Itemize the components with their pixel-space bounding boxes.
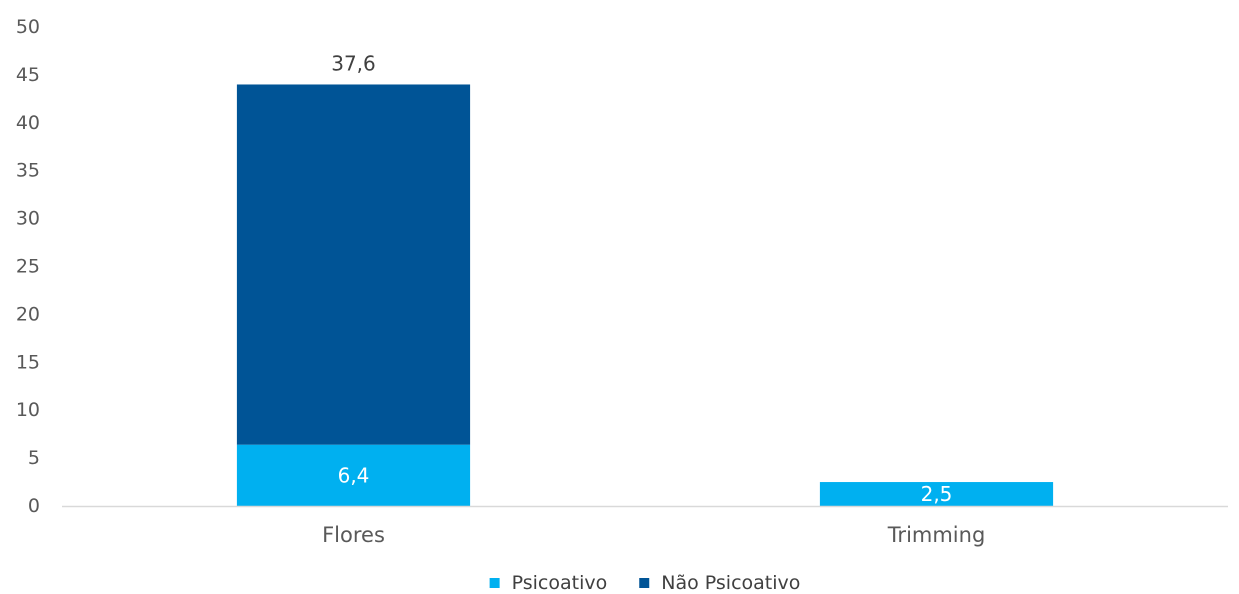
- x-category-label: Trimming: [887, 523, 986, 547]
- data-label: 6,4: [338, 463, 370, 487]
- y-tick-label: 40: [16, 112, 40, 134]
- y-tick-label: 20: [16, 303, 40, 325]
- legend-item: Não Psicoativo: [639, 572, 800, 594]
- y-tick-label: 30: [16, 208, 40, 230]
- bar-segment: [236, 84, 471, 445]
- bars: 6,4 37,6 2,5: [236, 51, 1054, 506]
- bar-segment: [236, 444, 471, 506]
- y-tick-label: 15: [16, 351, 40, 373]
- y-tick-label: 0: [28, 495, 40, 517]
- data-label: 2,5: [921, 482, 953, 506]
- y-tick-label: 5: [28, 447, 40, 469]
- y-tick-label: 45: [16, 64, 40, 86]
- y-tick-label: 10: [16, 399, 40, 421]
- legend-item: Psicoativo: [489, 572, 608, 594]
- data-label: 37,6: [331, 51, 376, 75]
- legend-swatch: [639, 578, 650, 588]
- legend-label: Psicoativo: [512, 572, 608, 594]
- legend: Psicoativo Não Psicoativo: [489, 572, 800, 594]
- bar-segment: [819, 482, 1054, 506]
- legend-label: Não Psicoativo: [661, 572, 800, 594]
- legend-swatch: [489, 578, 500, 588]
- y-tick-label: 50: [16, 16, 40, 38]
- x-category-label: Flores: [322, 523, 385, 547]
- y-tick-label: 25: [16, 256, 40, 278]
- x-axis-categories: Flores Trimming: [322, 523, 985, 547]
- y-axis-ticks: 0 5 10 15 20 25 30 35 40 45 50: [16, 16, 40, 517]
- y-tick-label: 35: [16, 160, 40, 182]
